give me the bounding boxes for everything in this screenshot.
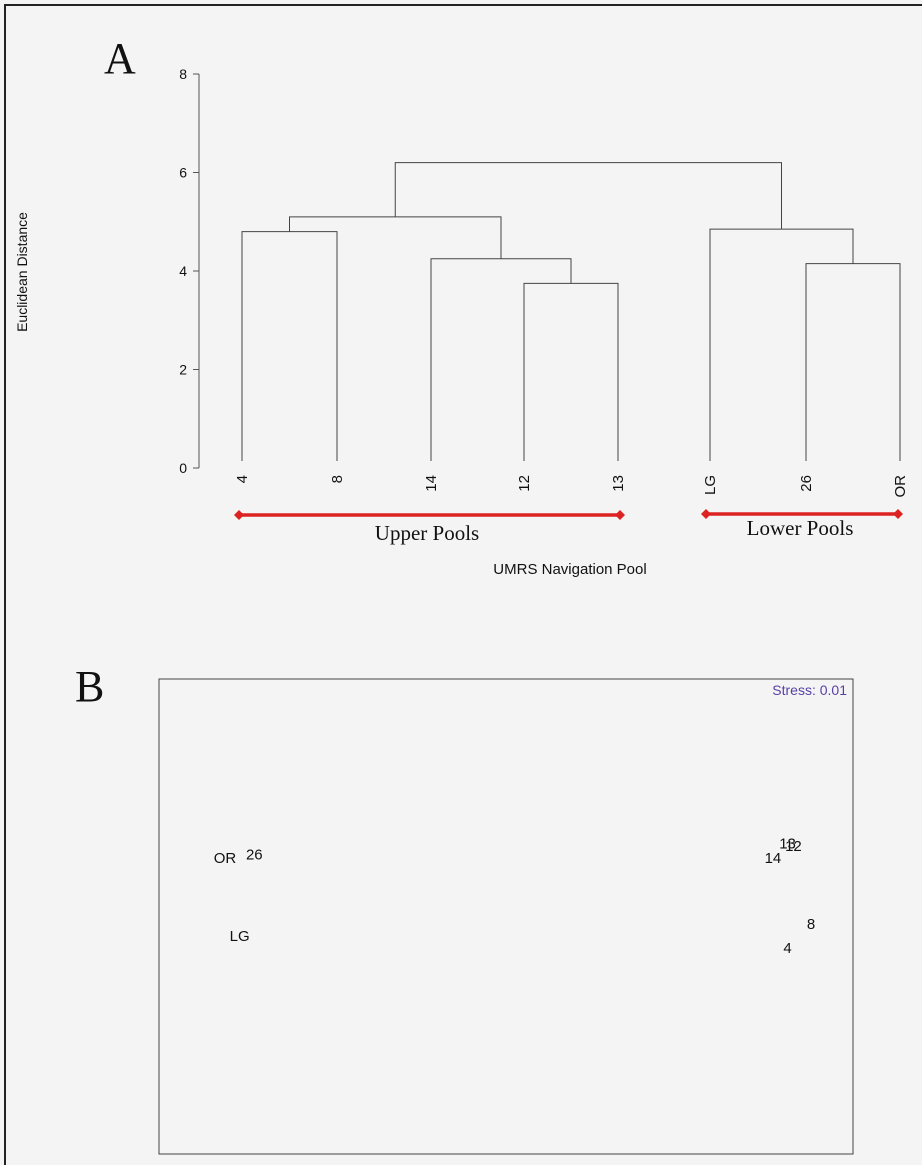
lower-pools-bracket-endpoint xyxy=(701,509,711,519)
lower-pools-bracket-endpoint xyxy=(893,509,903,519)
y-tick-label: 8 xyxy=(179,66,187,82)
nmds-point-label: 12 xyxy=(785,838,802,855)
leaf-label: 4 xyxy=(234,475,251,483)
dendrogram: 0 2 4 6 8 4 8 14 12 13 LG 26 OR xyxy=(179,66,909,498)
leaf-label: 26 xyxy=(798,475,815,492)
group-brackets xyxy=(234,509,903,520)
nmds-point-label: LG xyxy=(230,928,250,945)
dendrogram-link xyxy=(394,162,782,230)
nmds-point-label: 14 xyxy=(765,850,782,867)
dendrogram-link xyxy=(430,258,572,461)
y-axis-label: Euclidean Distance xyxy=(14,212,30,332)
nmds-point-label: 8 xyxy=(807,916,815,933)
y-tick-label: 0 xyxy=(179,460,187,476)
x-axis-label: UMRS Navigation Pool xyxy=(493,561,646,578)
nmds-plot-frame xyxy=(158,678,854,1155)
leaf-label: 8 xyxy=(329,475,346,483)
y-tick-label: 4 xyxy=(179,263,187,279)
leaf-label: 13 xyxy=(610,475,627,492)
group-label-lower: Lower Pools xyxy=(747,516,854,540)
dendrogram-link xyxy=(805,263,901,461)
nmds-point-label: 13 xyxy=(779,836,796,853)
leaf-label: LG xyxy=(702,475,719,495)
y-tick-label: 2 xyxy=(179,362,187,378)
leaf-label: 14 xyxy=(423,475,440,492)
nmds-point-label: 26 xyxy=(246,846,263,863)
upper-pools-bracket-endpoint xyxy=(615,510,625,520)
leaf-label: OR xyxy=(892,475,909,498)
panel-a-letter: A xyxy=(104,34,136,83)
dendrogram-link xyxy=(241,231,338,461)
nmds-point-label: OR xyxy=(214,850,237,867)
panel-b-letter: B xyxy=(75,662,104,711)
stress-annotation: Stress: 0.01 xyxy=(772,682,847,698)
dendrogram-link xyxy=(523,282,619,461)
leaf-label: 12 xyxy=(516,475,533,492)
nmds-point-label: 4 xyxy=(783,940,791,957)
figure-frame xyxy=(4,4,922,1165)
group-label-upper: Upper Pools xyxy=(375,521,479,545)
y-tick-label: 6 xyxy=(179,165,187,181)
upper-pools-bracket-endpoint xyxy=(234,510,244,520)
dendrogram-link xyxy=(289,216,502,259)
